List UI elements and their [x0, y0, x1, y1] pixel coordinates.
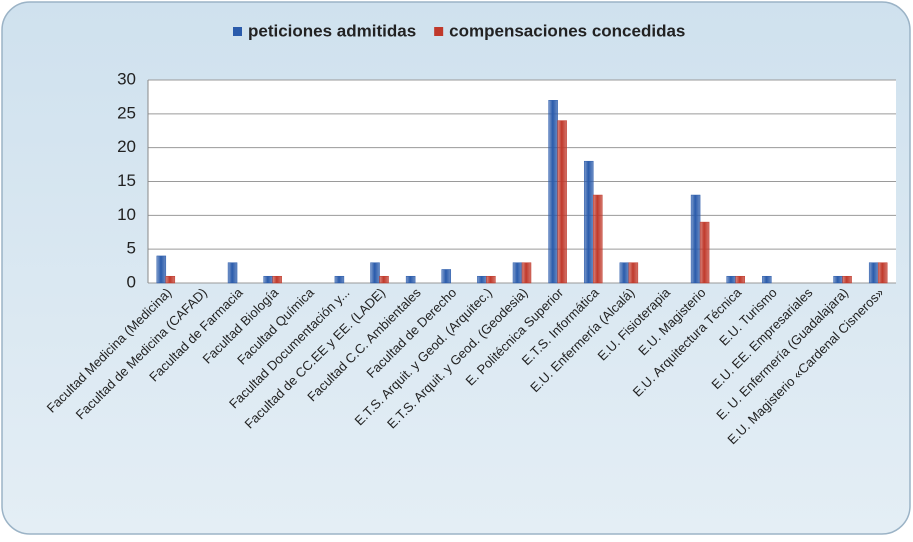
bar — [592, 194, 603, 284]
y-tick-label: 10 — [117, 205, 136, 224]
y-tick-label: 0 — [127, 272, 136, 291]
bar — [735, 275, 745, 284]
bar — [877, 262, 888, 284]
bar — [486, 275, 496, 284]
y-tick-label: 25 — [117, 103, 136, 122]
y-tick-label: 20 — [117, 137, 136, 156]
bar — [165, 275, 176, 284]
bar — [619, 262, 630, 284]
bar — [583, 160, 594, 284]
bar — [521, 262, 532, 284]
bar — [690, 194, 701, 284]
y-tick-label: 5 — [127, 239, 136, 258]
bar — [370, 262, 380, 284]
bar — [379, 275, 389, 284]
bar — [512, 262, 523, 284]
legend: peticiones admitidas compensaciones conce… — [233, 21, 685, 40]
bar — [726, 275, 736, 284]
bar — [868, 262, 879, 284]
bar — [477, 275, 487, 284]
y-tick-label: 30 — [117, 69, 136, 88]
bar — [441, 269, 452, 284]
bar — [557, 120, 567, 284]
bar — [548, 100, 558, 284]
bar — [263, 275, 273, 284]
legend-swatch — [434, 27, 444, 36]
bar — [833, 275, 843, 284]
bar — [762, 275, 772, 284]
legend-swatch — [233, 27, 242, 36]
bar — [628, 262, 639, 284]
legend-label: compensaciones concedidas — [449, 21, 685, 40]
y-tick-label: 15 — [117, 171, 136, 190]
bar — [842, 275, 852, 284]
bar — [334, 275, 345, 284]
bar — [227, 262, 238, 284]
legend-label: peticiones admitidas — [248, 21, 416, 40]
bar — [699, 221, 710, 284]
bar — [272, 275, 282, 284]
bar — [156, 255, 167, 284]
bar — [405, 275, 416, 284]
